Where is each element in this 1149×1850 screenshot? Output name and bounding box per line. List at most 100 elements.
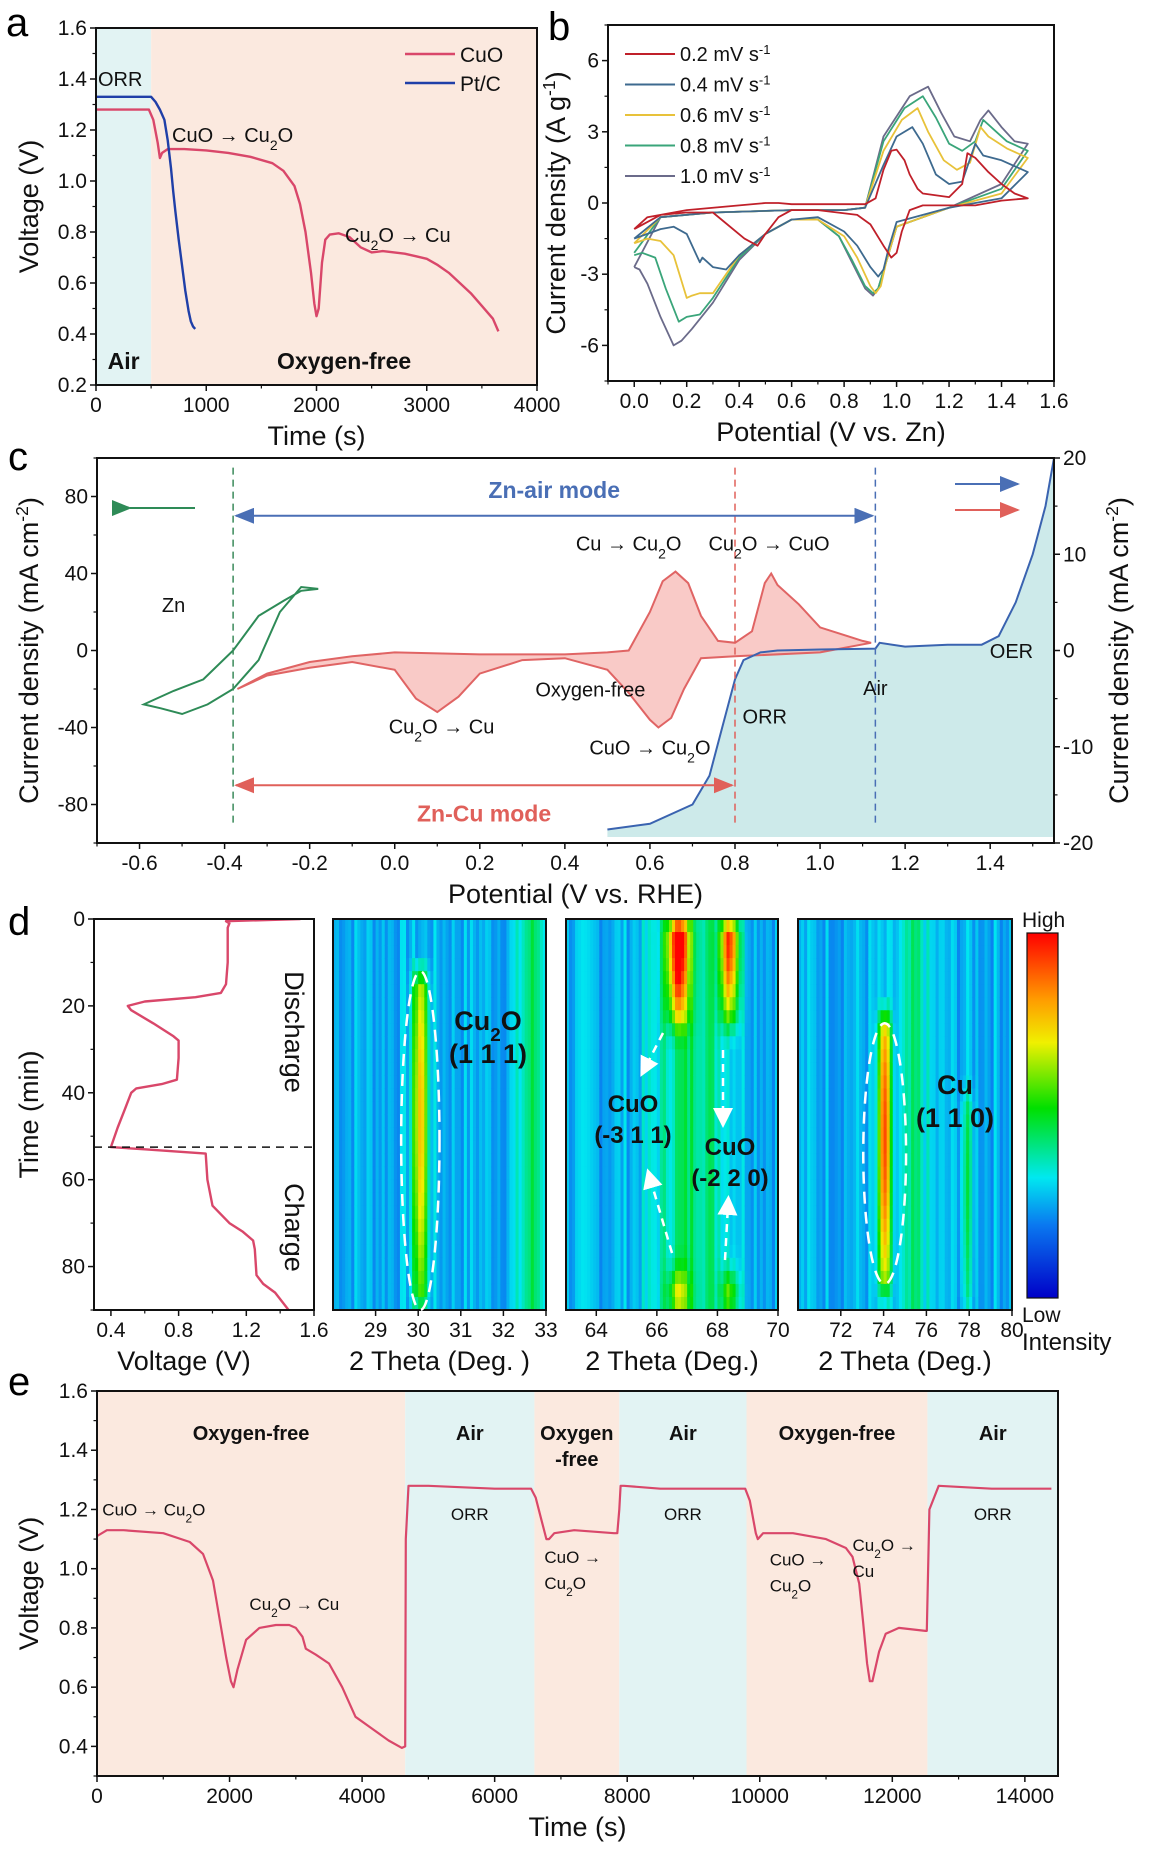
heatmap-cell <box>678 997 682 1011</box>
heatmap-cell <box>578 1127 582 1142</box>
heatmap-cell <box>363 1036 368 1050</box>
heatmap-cell <box>402 1257 407 1272</box>
heatmap-cell <box>774 1075 779 1090</box>
heatmap-cell <box>744 1218 749 1233</box>
heatmap-cell <box>620 1023 625 1037</box>
heatmap-cell <box>659 919 664 933</box>
heatmap-cell <box>702 1270 706 1285</box>
heatmap-cell <box>542 971 547 985</box>
heatmap-cell <box>684 932 688 946</box>
heatmap-cell <box>702 1010 706 1024</box>
heatmap-cell <box>632 1218 637 1233</box>
heatmap-cell <box>460 1296 465 1311</box>
heatmap-cell <box>390 1127 395 1142</box>
heatmap-cell <box>635 1049 640 1063</box>
heatmap-cell <box>593 1010 597 1024</box>
heatmap-cell <box>678 1179 682 1194</box>
heatmap-cell <box>339 1140 343 1155</box>
heatmap-cell <box>723 1049 728 1063</box>
heatmap-cell <box>837 1296 842 1311</box>
heatmap-cell <box>608 1088 613 1103</box>
heatmap-cell <box>828 1231 833 1246</box>
heatmap-cell <box>735 1283 740 1298</box>
heatmap-cell <box>741 1075 746 1090</box>
heatmap-cell <box>608 1062 613 1076</box>
heatmap-cell <box>536 1270 541 1285</box>
heatmap-cell <box>837 1023 842 1037</box>
heatmap-cell <box>372 1062 377 1076</box>
heatmap-cell <box>336 984 340 998</box>
heatmap-cell <box>378 1270 383 1285</box>
heatmap-cell <box>581 1036 585 1050</box>
heatmap-cell <box>744 1179 749 1194</box>
heatmap-cell <box>463 1205 468 1220</box>
heatmap-cell <box>678 958 682 972</box>
heatmap-cell <box>542 1114 547 1129</box>
heatmap-cell <box>801 1049 805 1063</box>
heatmap-cell <box>539 997 544 1011</box>
heatmap-cell <box>699 945 703 959</box>
heatmap-cell <box>466 1283 471 1298</box>
heatmap-cell <box>834 1153 839 1168</box>
heatmap-cell <box>596 1192 600 1207</box>
heatmap-cell <box>593 1075 597 1090</box>
x-tick-label: 66 <box>645 1319 668 1342</box>
heatmap-cell <box>672 1257 676 1272</box>
heatmap-cell <box>512 1049 517 1063</box>
heatmap-cell <box>515 1205 520 1220</box>
heatmap-cell <box>771 945 776 959</box>
heatmap-cell <box>442 1010 447 1024</box>
heatmap-cell <box>342 1192 346 1207</box>
heatmap-cell <box>366 1296 371 1311</box>
heatmap-cell <box>732 1075 737 1090</box>
heatmap-cell <box>693 971 697 985</box>
heatmap-cell <box>515 1062 520 1076</box>
heatmap-cell <box>387 1023 392 1037</box>
heatmap-cell <box>831 1205 836 1220</box>
heatmap-cell <box>424 1153 428 1168</box>
heatmap-cell <box>675 1023 679 1037</box>
heatmap-cell <box>804 997 808 1011</box>
heatmap-cell <box>819 1114 824 1129</box>
heatmap-cell <box>590 958 594 972</box>
heatmap-cell <box>439 1075 444 1090</box>
heatmap-cell <box>482 1153 486 1168</box>
heatmap-cell <box>699 958 703 972</box>
heatmap-cell <box>333 1153 337 1168</box>
heatmap-cell <box>354 1283 358 1298</box>
heatmap-cell <box>369 997 374 1011</box>
heatmap-cell <box>584 1088 588 1103</box>
heatmap-cell <box>390 1296 395 1311</box>
heatmap-cell <box>807 1127 811 1142</box>
heatmap-cell <box>451 1192 456 1207</box>
heatmap-cell <box>572 945 576 959</box>
heatmap-cell <box>711 1049 715 1063</box>
heatmap-cell <box>644 1244 649 1259</box>
heatmap-cell <box>635 1296 640 1311</box>
heatmap-cell <box>357 1283 361 1298</box>
heatmap-cell <box>351 1153 355 1168</box>
heatmap-cell <box>614 1114 619 1129</box>
heatmap-cell <box>825 1192 830 1207</box>
heatmap-cell <box>409 932 413 946</box>
heatmap-cell <box>807 1257 811 1272</box>
heatmap-cell <box>390 1283 395 1298</box>
heatmap-cell <box>518 1101 523 1116</box>
heatmap-cell <box>675 1205 679 1220</box>
legend-label: 0.8 mV s-1 <box>680 133 770 158</box>
heatmap-cell <box>672 1166 676 1181</box>
heatmap-cell <box>351 1166 355 1181</box>
heatmap-cell <box>735 1075 740 1090</box>
heatmap-cell <box>587 1296 591 1311</box>
heatmap-cell <box>381 1010 386 1024</box>
heatmap-cell <box>463 1231 468 1246</box>
heatmap-cell <box>632 919 637 933</box>
heatmap-cell <box>542 1257 547 1272</box>
heatmap-cell <box>348 1010 352 1024</box>
heatmap-cell <box>530 1023 535 1037</box>
heatmap-cell <box>620 958 625 972</box>
heatmap-cell <box>762 1140 767 1155</box>
heatmap-cell <box>575 1023 579 1037</box>
heatmap-cell <box>375 1140 380 1155</box>
heatmap-cell <box>819 997 824 1011</box>
